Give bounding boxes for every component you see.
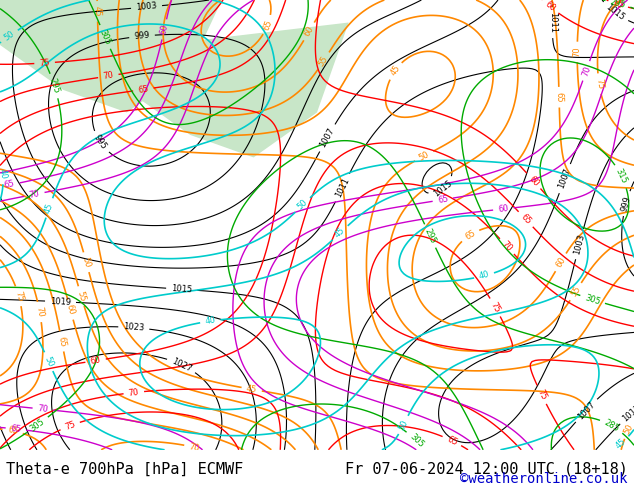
- Text: 70: 70: [37, 404, 49, 414]
- Text: 1011: 1011: [334, 176, 351, 199]
- Text: 75: 75: [63, 419, 77, 432]
- Text: 45: 45: [246, 384, 257, 394]
- Text: 315: 315: [614, 167, 629, 185]
- Text: 295: 295: [609, 0, 627, 10]
- Text: 65: 65: [612, 0, 624, 10]
- Text: 55: 55: [75, 290, 87, 302]
- Text: 1003: 1003: [573, 233, 586, 255]
- Text: 305: 305: [584, 293, 602, 306]
- Text: 45: 45: [43, 201, 55, 214]
- Text: 1011: 1011: [621, 403, 634, 424]
- Text: Fr 07-06-2024 12:00 UTC (18+18): Fr 07-06-2024 12:00 UTC (18+18): [345, 462, 628, 477]
- Text: 1023: 1023: [123, 322, 145, 333]
- Text: 1011: 1011: [548, 12, 557, 33]
- Text: 1015: 1015: [432, 179, 454, 199]
- Text: 60: 60: [543, 0, 557, 14]
- Text: 295: 295: [48, 77, 61, 95]
- Text: 60: 60: [498, 204, 509, 214]
- Text: 65: 65: [519, 212, 533, 226]
- Text: 65: 65: [56, 335, 67, 347]
- Text: 995: 995: [93, 133, 108, 151]
- Text: 45: 45: [333, 226, 347, 240]
- Text: 295: 295: [423, 227, 437, 245]
- Text: 1007: 1007: [318, 126, 336, 149]
- Text: 50: 50: [296, 198, 309, 212]
- Text: 305: 305: [98, 28, 112, 46]
- Text: 70: 70: [500, 240, 514, 253]
- Text: 55: 55: [569, 285, 583, 298]
- Text: 65: 65: [138, 84, 149, 95]
- Text: 50: 50: [397, 418, 410, 432]
- Text: 60: 60: [302, 24, 316, 38]
- Text: 75: 75: [594, 78, 604, 90]
- Text: 70: 70: [580, 64, 592, 77]
- Text: 50: 50: [417, 149, 431, 162]
- Text: 45: 45: [389, 64, 402, 77]
- Text: 305: 305: [408, 432, 425, 449]
- Text: 999: 999: [620, 195, 633, 212]
- Text: 305: 305: [29, 416, 46, 433]
- Text: 285: 285: [602, 418, 621, 434]
- Text: 40: 40: [478, 270, 490, 281]
- Text: 1003: 1003: [136, 1, 157, 12]
- Text: 65: 65: [6, 425, 19, 437]
- Text: 60: 60: [65, 303, 76, 316]
- Text: 65: 65: [3, 179, 16, 191]
- Text: 60: 60: [554, 255, 567, 269]
- Text: 40: 40: [204, 316, 216, 326]
- Text: 65: 65: [445, 435, 459, 447]
- Text: 55: 55: [317, 54, 330, 68]
- Text: 1027: 1027: [170, 356, 193, 373]
- Text: 65: 65: [437, 195, 449, 205]
- Text: 65: 65: [10, 424, 22, 434]
- Text: 50: 50: [623, 423, 634, 436]
- Text: Theta-e 700hPa [hPa] ECMWF: Theta-e 700hPa [hPa] ECMWF: [6, 462, 243, 477]
- Text: 65: 65: [463, 228, 477, 242]
- Text: 1015: 1015: [171, 284, 192, 294]
- Text: 65: 65: [262, 18, 274, 31]
- Text: 65: 65: [555, 92, 564, 102]
- Text: 40: 40: [0, 168, 8, 180]
- Text: 1007: 1007: [557, 167, 573, 190]
- Text: 70: 70: [34, 306, 45, 318]
- Text: 45: 45: [93, 6, 102, 17]
- Text: 70: 70: [188, 442, 200, 453]
- Text: ©weatheronline.co.uk: ©weatheronline.co.uk: [460, 472, 628, 486]
- Text: 60: 60: [527, 174, 541, 188]
- Text: 45: 45: [614, 437, 628, 450]
- Text: 70: 70: [102, 71, 114, 81]
- Text: 999: 999: [134, 31, 150, 42]
- Text: 60: 60: [89, 355, 101, 366]
- Text: 50: 50: [42, 355, 55, 368]
- Text: 75: 75: [489, 300, 501, 314]
- Text: 1015: 1015: [604, 2, 626, 23]
- Text: 75: 75: [535, 388, 548, 401]
- Text: 50: 50: [3, 29, 16, 43]
- Text: 70: 70: [128, 388, 139, 397]
- Text: 70: 70: [573, 47, 582, 57]
- Text: 1007: 1007: [576, 399, 597, 421]
- Text: 70: 70: [29, 189, 41, 200]
- Text: 60: 60: [158, 23, 170, 36]
- Text: 75: 75: [39, 58, 50, 68]
- Text: 50: 50: [81, 256, 92, 269]
- Text: 1019: 1019: [50, 297, 71, 307]
- Text: 75: 75: [13, 290, 25, 302]
